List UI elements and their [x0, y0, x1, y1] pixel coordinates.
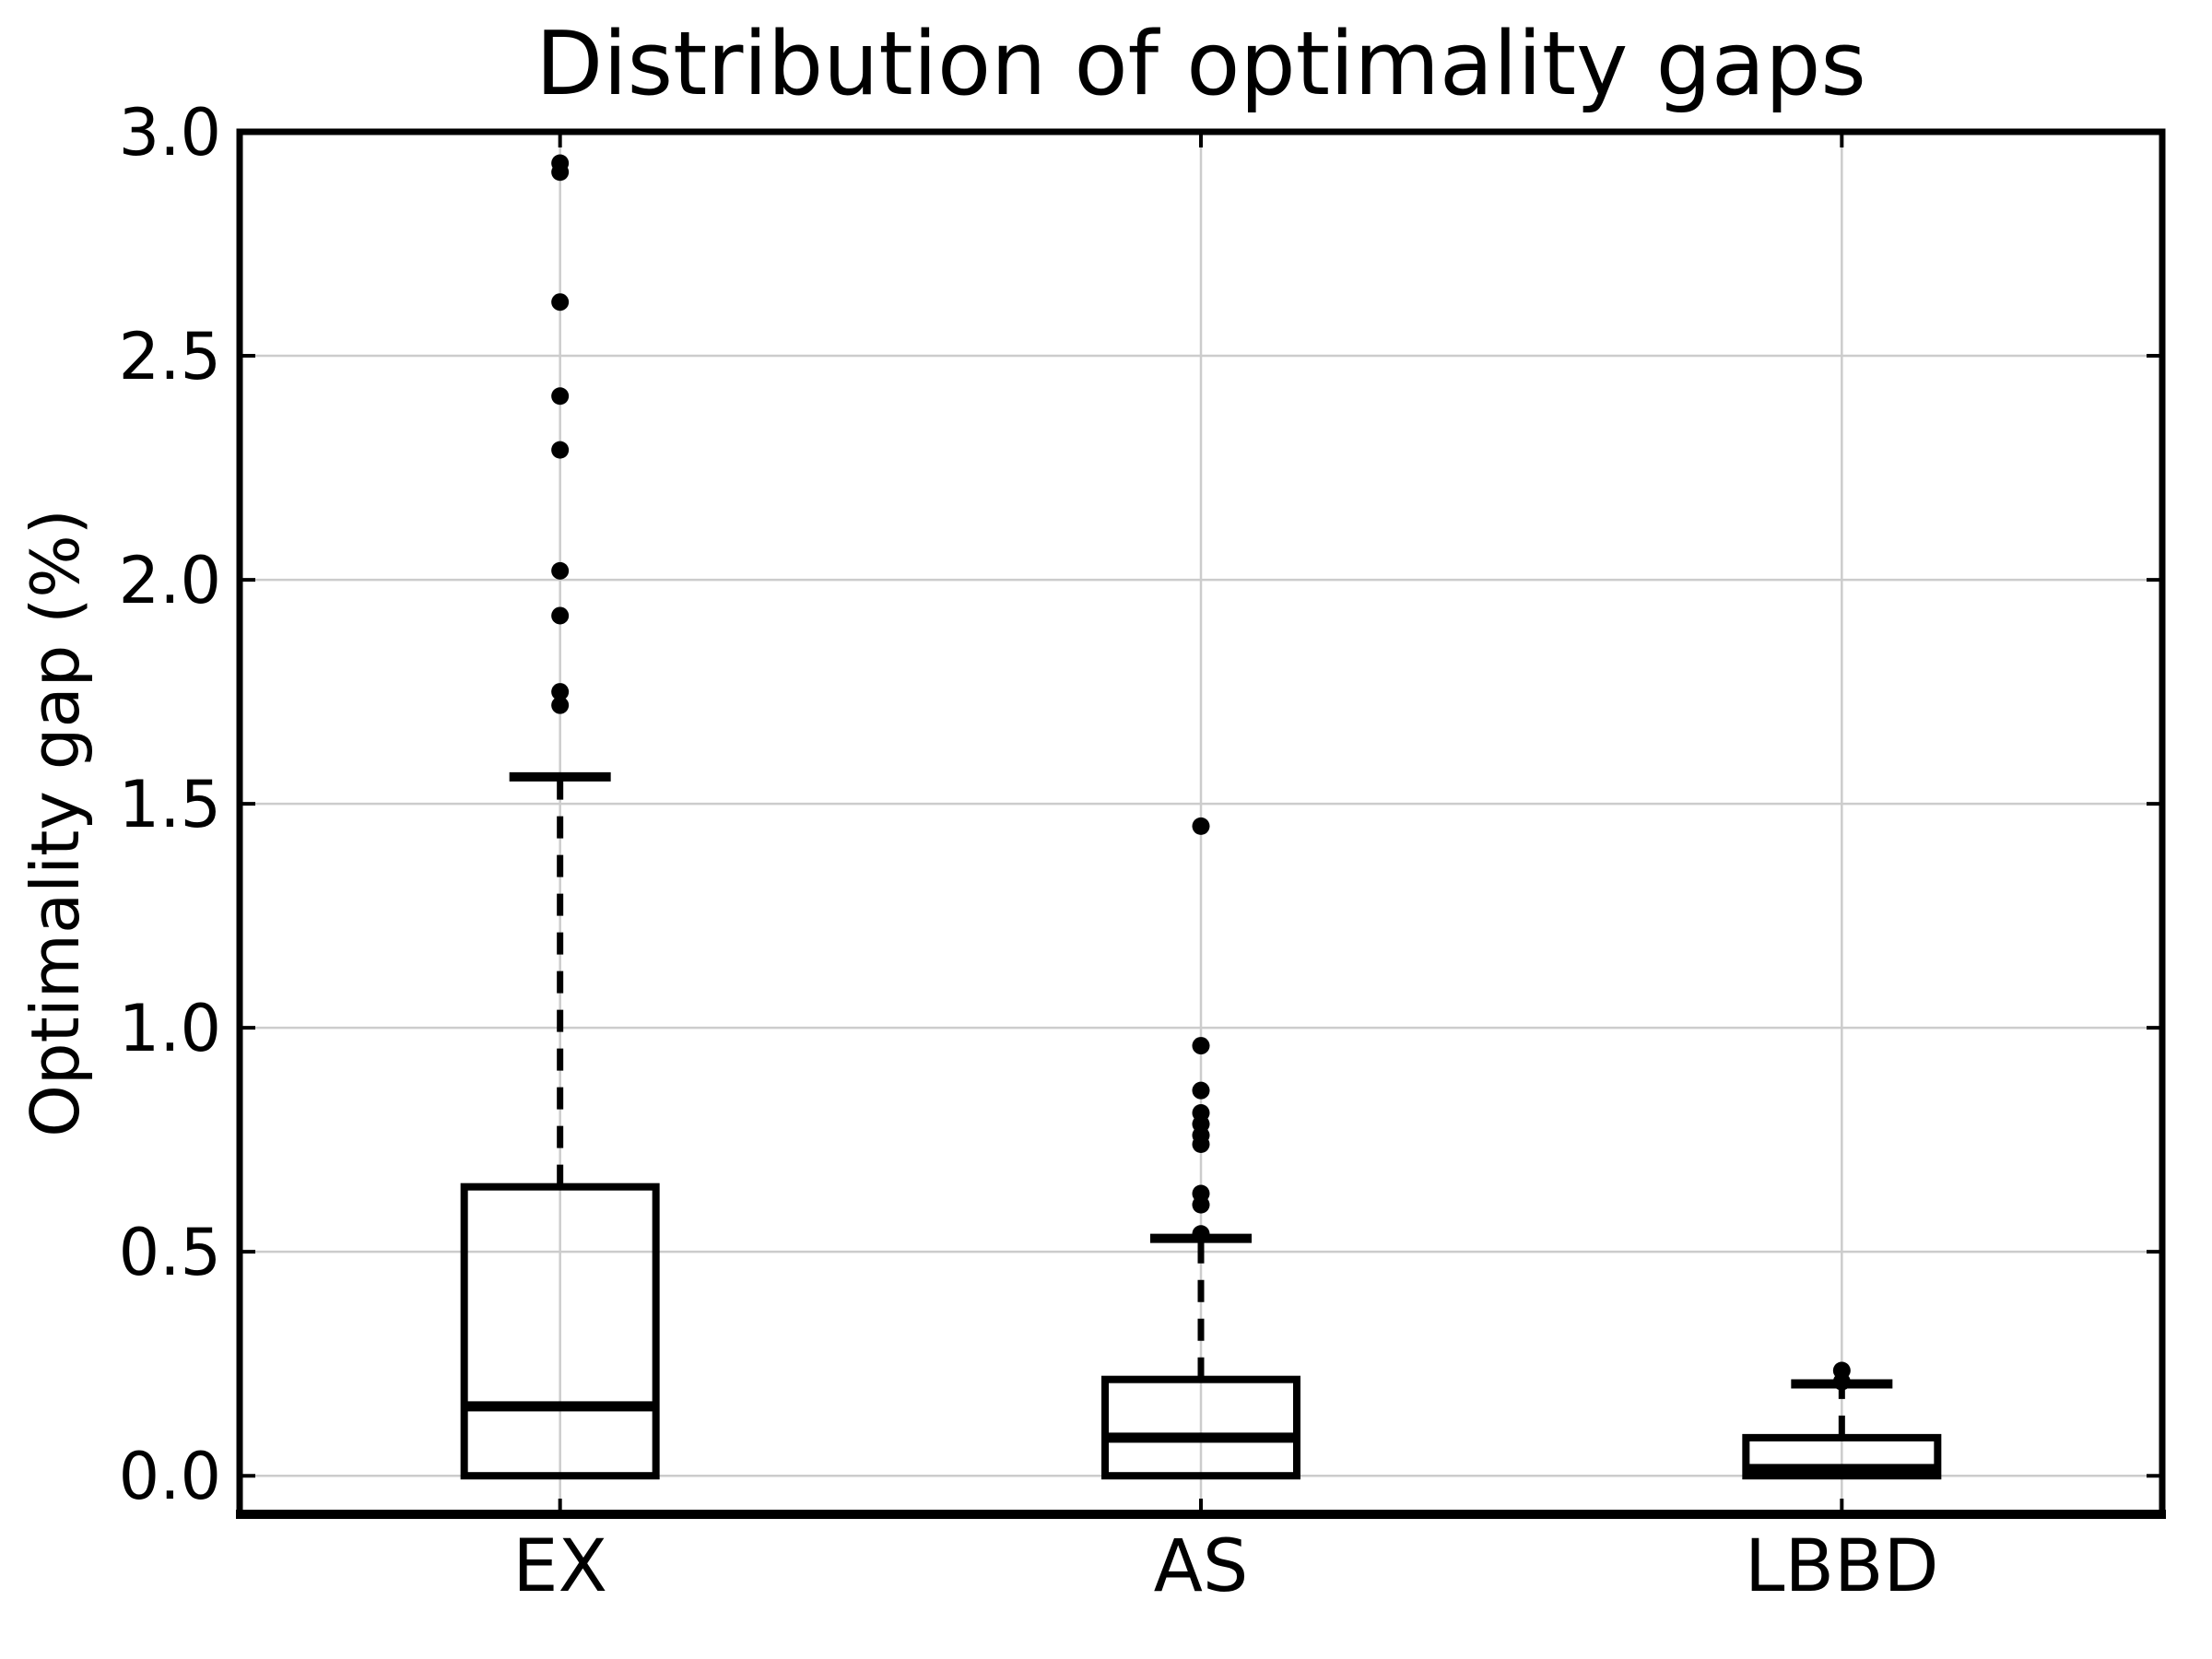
outlier-point	[1192, 1184, 1210, 1203]
y-axis-label: Optimality gap (%)	[17, 509, 94, 1137]
box	[460, 1182, 660, 1480]
outlier-point	[551, 561, 570, 580]
x-tick-label: AS	[1154, 1525, 1249, 1608]
chart-title: Distribution of optimality gaps	[535, 14, 1866, 115]
data-layer	[460, 154, 1942, 1480]
x-tick-label: EX	[512, 1525, 607, 1608]
outlier-point	[1192, 1037, 1210, 1055]
y-tick-label: 2.5	[119, 319, 221, 394]
outlier-point	[1192, 817, 1210, 835]
outlier-point	[551, 606, 570, 625]
outlier-point	[1192, 1081, 1210, 1100]
outlier-point	[551, 696, 570, 714]
y-tick-label: 1.5	[119, 767, 221, 842]
outlier-point	[551, 293, 570, 312]
outlier-point	[551, 387, 570, 406]
box	[1101, 1375, 1300, 1480]
y-tick-label: 1.0	[119, 991, 221, 1066]
outlier-point	[1192, 1103, 1210, 1122]
outlier-point	[1192, 1225, 1210, 1243]
y-tick-label: 3.0	[119, 95, 221, 171]
axis-layer	[236, 128, 2166, 1519]
outlier-point	[1832, 1361, 1851, 1380]
y-tick-label: 2.0	[119, 543, 221, 618]
outlier-point	[551, 441, 570, 459]
x-tick-label: LBBD	[1745, 1525, 1939, 1608]
y-tick-label: 0.5	[119, 1215, 221, 1290]
outlier-point	[551, 683, 570, 701]
box	[1742, 1433, 1942, 1480]
tick-label-layer: 0.0 0.5 1.0 1.5 2.0 2.5 3.0 EX AS LBBD	[119, 95, 1939, 1608]
y-tick-label: 0.0	[119, 1439, 221, 1514]
outlier-point	[551, 154, 570, 172]
